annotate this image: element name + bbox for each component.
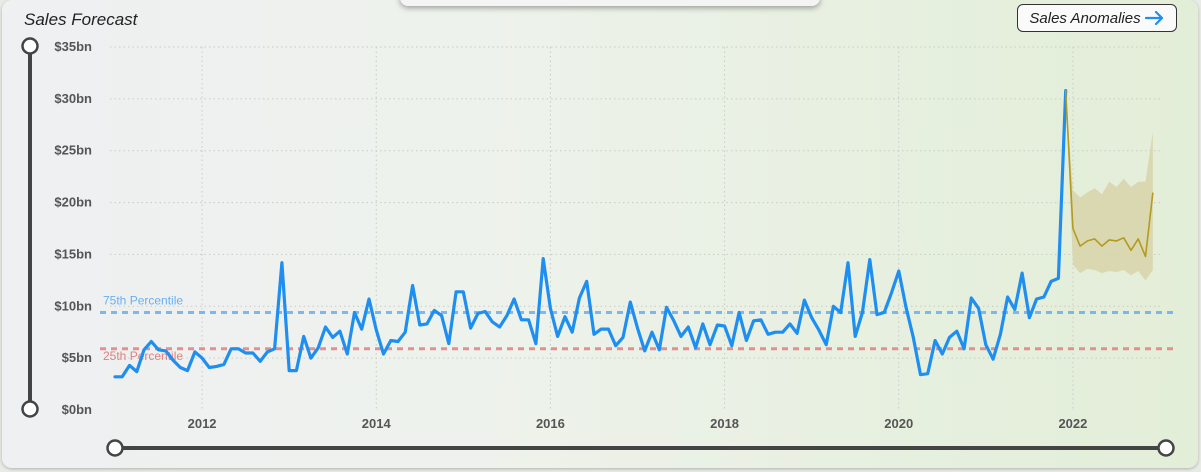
x-axis-ticks: 2012 2014 2016 2018 2020 2022 [188,416,1088,431]
grid-lines [110,46,1160,410]
header-tab-shadow [400,0,820,6]
y-tick-label: $35bn [54,39,92,54]
forecast-confidence-band [1065,90,1153,281]
y-tick-label: $5bn [62,350,92,365]
x-tick-label: 2022 [1058,416,1087,431]
sales-anomalies-button[interactable]: Sales Anomalies [1017,4,1177,32]
range-sliders[interactable] [21,37,1175,457]
y-tick-label: $0bn [62,402,92,417]
horizontal-slider-left-handle[interactable] [106,439,124,457]
y-tick-label: $20bn [54,195,92,210]
x-tick-label: 2014 [362,416,392,431]
sales-anomalies-label: Sales Anomalies [1029,9,1141,27]
arrow-right-icon [1144,11,1165,25]
vertical-slider-bottom-handle[interactable] [21,400,39,418]
x-tick-label: 2020 [884,416,913,431]
y-tick-label: $15bn [54,246,92,261]
x-tick-label: 2012 [188,416,217,431]
x-tick-label: 2016 [536,416,565,431]
vertical-slider-top-handle[interactable] [21,37,39,55]
forecast-line [1064,89,1154,258]
x-tick-label: 2018 [710,416,739,431]
y-tick-label: $10bn [54,298,92,313]
series-lines [113,88,1154,379]
series-points [114,89,1154,378]
forecast-band [1065,90,1153,281]
horizontal-slider-right-handle[interactable] [1157,439,1175,457]
chart-title: Sales Forecast [24,10,138,29]
y-tick-label: $30bn [54,91,92,106]
y-tick-label: $25bn [54,143,92,158]
actual-sales-line [113,88,1068,379]
y-axis-ticks: $0bn $5bn $10bn $15bn $20bn $25bn $30bn $35bn [54,39,92,417]
p75-label: 75th Percentile [103,294,183,308]
